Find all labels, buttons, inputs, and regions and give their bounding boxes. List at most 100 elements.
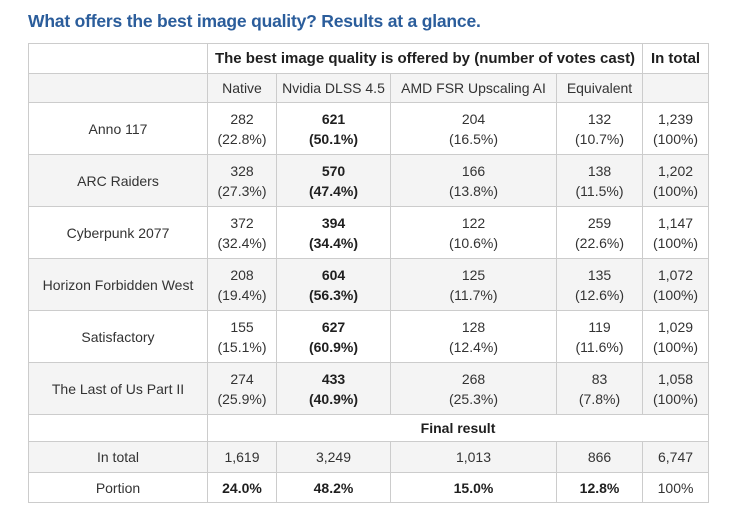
votes-cell-dlss: 570 (47.4%) [276, 154, 391, 207]
votes-cell-total: 1,147 (100%) [642, 206, 710, 259]
vote-percent: (11.7%) [449, 286, 498, 303]
vote-count: 1,072 [658, 266, 694, 283]
vote-count: 328 [230, 162, 254, 179]
vote-percent: (27.3%) [217, 182, 267, 199]
vote-count: 372 [230, 214, 254, 231]
table-row-arc-raiders: ARC Raiders 328 (27.3%) 570 (47.4%) 166 (13… [28, 154, 710, 207]
votes-cell-equivalent: 119 (11.6%) [555, 310, 644, 363]
vote-percent: (100%) [652, 130, 699, 147]
votes-cell-equivalent: 83 (7.8%) [555, 362, 644, 415]
col-header-native: Native [207, 73, 277, 103]
header-empty-cell [28, 43, 208, 74]
total-dlss: 3,249 [276, 441, 391, 473]
vote-count: 394 [321, 214, 346, 231]
portion-fsr: 15.0% [390, 472, 557, 503]
votes-cell-equivalent: 132 (10.7%) [555, 102, 644, 155]
table-row-the-last-of-us-part-ii: The Last of Us Part II 274 (25.9%) 433 (40… [28, 362, 710, 415]
vote-count: 204 [461, 110, 486, 127]
votes-cell-dlss: 394 (34.4%) [276, 206, 391, 259]
results-table: The best image quality is offered by (nu… [28, 43, 710, 503]
vote-count: 1,029 [658, 318, 694, 335]
game-name: The Last of Us Part II [28, 362, 208, 415]
votes-cell-fsr: 125 (11.7%) [390, 258, 557, 311]
vote-count: 122 [461, 214, 486, 231]
votes-cell-equivalent: 138 (11.5%) [555, 154, 644, 207]
vote-percent: (56.3%) [308, 286, 359, 303]
portion-overall: 100% [642, 472, 710, 503]
final-result-empty-cell [28, 414, 208, 442]
votes-cell-fsr: 128 (12.4%) [390, 310, 557, 363]
vote-percent: (100%) [652, 286, 699, 303]
portion-native: 24.0% [207, 472, 277, 503]
col-header-dlss: Nvidia DLSS 4.5 [276, 73, 391, 103]
vote-percent: (12.6%) [575, 286, 625, 303]
votes-cell-native: 328 (27.3%) [207, 154, 277, 207]
vote-count: 433 [321, 370, 346, 387]
votes-cell-dlss: 433 (40.9%) [276, 362, 391, 415]
vote-percent: (11.6%) [575, 338, 624, 355]
vote-percent: (32.4%) [217, 234, 267, 251]
col-header-equivalent: Equivalent [555, 73, 644, 103]
votes-cell-native: 208 (19.4%) [207, 258, 277, 311]
total-equivalent: 866 [555, 441, 644, 473]
votes-cell-equivalent: 135 (12.6%) [555, 258, 644, 311]
vote-percent: (10.7%) [575, 130, 625, 147]
vote-count: 621 [321, 110, 346, 127]
vote-percent: (13.8%) [448, 182, 499, 199]
vote-count: 282 [230, 110, 254, 127]
votes-cell-fsr: 166 (13.8%) [390, 154, 557, 207]
game-name: ARC Raiders [28, 154, 208, 207]
page-title: What offers the best image quality? Resu… [28, 11, 481, 31]
header-methods-row: Native Nvidia DLSS 4.5 AMD FSR Upscaling… [28, 73, 710, 103]
vote-percent: (34.4%) [308, 234, 359, 251]
table-row-satisfactory: Satisfactory 155 (15.1%) 627 (60.9%) 128 (1… [28, 310, 710, 363]
header-empty-cell [642, 73, 710, 103]
vote-count: 138 [587, 162, 612, 179]
vote-count: 1,058 [658, 370, 694, 387]
vote-percent: (25.9%) [217, 390, 267, 407]
table-row-cyberpunk-2077: Cyberpunk 2077 372 (32.4%) 394 (34.4%) 122… [28, 206, 710, 259]
totals-label: In total [28, 441, 208, 473]
vote-count: 132 [587, 110, 612, 127]
vote-count: 268 [461, 370, 486, 387]
total-fsr: 1,013 [390, 441, 557, 473]
portion-label: Portion [28, 472, 208, 503]
vote-count: 83 [591, 370, 608, 387]
votes-cell-dlss: 621 (50.1%) [276, 102, 391, 155]
vote-count: 570 [321, 162, 346, 179]
totals-row: In total 1,619 3,249 1,013 866 6,747 [28, 441, 710, 473]
table-row-anno-117: Anno 117 282 (22.8%) 621 (50.1%) 204 (16.5%… [28, 102, 710, 155]
vote-count: 155 [230, 318, 254, 335]
vote-percent: (60.9%) [308, 338, 359, 355]
header-group-row: The best image quality is offered by (nu… [28, 43, 710, 74]
vote-count: 135 [587, 266, 612, 283]
votes-cell-native: 282 (22.8%) [207, 102, 277, 155]
votes-cell-total: 1,029 (100%) [642, 310, 710, 363]
vote-count: 166 [461, 162, 486, 179]
votes-cell-total: 1,202 (100%) [642, 154, 710, 207]
vote-percent: (22.8%) [217, 130, 267, 147]
vote-count: 627 [321, 318, 346, 335]
vote-percent: (11.5%) [575, 182, 624, 199]
vote-percent: (12.4%) [448, 338, 499, 355]
vote-percent: (100%) [652, 390, 699, 407]
vote-percent: (10.6%) [448, 234, 499, 251]
game-name: Cyberpunk 2077 [28, 206, 208, 259]
votes-cell-dlss: 627 (60.9%) [276, 310, 391, 363]
table-row-horizon-forbidden-west: Horizon Forbidden West 208 (19.4%) 604 (56… [28, 258, 710, 311]
total-overall: 6,747 [642, 441, 710, 473]
votes-cell-native: 155 (15.1%) [207, 310, 277, 363]
vote-count: 274 [230, 370, 254, 387]
header-empty-cell [28, 73, 208, 103]
vote-count: 1,147 [658, 214, 694, 231]
vote-percent: (16.5%) [448, 130, 499, 147]
vote-count: 259 [587, 214, 612, 231]
total-native: 1,619 [207, 441, 277, 473]
votes-cell-native: 372 (32.4%) [207, 206, 277, 259]
vote-count: 128 [461, 318, 486, 335]
vote-percent: (100%) [652, 338, 699, 355]
game-name: Satisfactory [28, 310, 208, 363]
votes-cell-fsr: 204 (16.5%) [390, 102, 557, 155]
header-in-total: In total [642, 43, 710, 74]
